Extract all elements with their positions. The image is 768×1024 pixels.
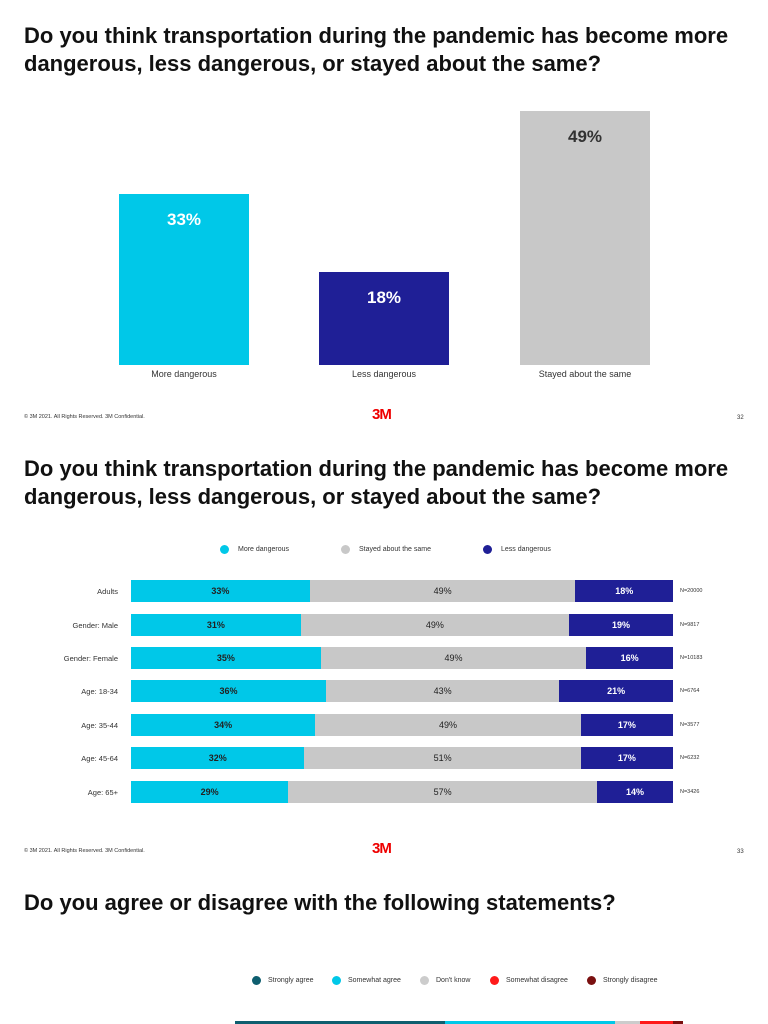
- bar-more-dangerous: 33%: [119, 194, 249, 365]
- bar-segment-less-dangerous: 21%: [559, 680, 673, 702]
- legend-item: Somewhat disagree: [490, 976, 568, 985]
- bar-less-dangerous: 18%: [319, 271, 449, 365]
- legend-less-dangerous: Less dangerous: [483, 545, 551, 554]
- legend-label: Strongly disagree: [603, 977, 658, 984]
- bar-segment-stayed-about-the-same: 51%: [304, 747, 581, 769]
- bar-segment-less-dangerous: 19%: [568, 614, 673, 636]
- legend-dot: [587, 976, 596, 985]
- row-label: Age: 45-64: [81, 754, 118, 763]
- row-label: Age: 35-44: [81, 721, 118, 730]
- bar-segment-stayed-about-the-same: 49%: [300, 614, 569, 636]
- legend-more-dangerous: More dangerous: [220, 545, 289, 554]
- legend-dot: [483, 545, 492, 554]
- bar-segment-more-dangerous: 35%: [131, 647, 321, 669]
- bar-segment-more-dangerous: 33%: [131, 580, 310, 602]
- segment-strongly-disagree: [673, 1021, 683, 1024]
- category-label: More dangerous: [151, 369, 217, 379]
- category-label: Stayed about the same: [538, 369, 632, 379]
- page-number: 33: [737, 849, 744, 855]
- bar-segment-stayed-about-the-same: 49%: [309, 580, 576, 602]
- data-label: 33%: [166, 210, 202, 230]
- bar-segment-stayed-about-the-same: 43%: [326, 680, 560, 702]
- row-label: Gender: Male: [72, 621, 118, 630]
- 3m-logo: 3M: [372, 840, 392, 857]
- row-label: Gender: Female: [63, 654, 118, 663]
- bar-segment-less-dangerous: 17%: [580, 747, 673, 769]
- legend-label: Less dangerous: [501, 546, 551, 553]
- legend-label: Don't know: [436, 977, 471, 984]
- footer-copyright: © 3M 2021. All Rights Reserved. 3M Confi…: [24, 414, 145, 420]
- bar-segment-less-dangerous: 14%: [597, 781, 673, 803]
- legend-item: Somewhat agree: [332, 976, 401, 985]
- legend-dot: [420, 976, 429, 985]
- footer-copyright: © 3M 2021. All Rights Reserved. 3M Confi…: [24, 848, 145, 854]
- legend-dot: [252, 976, 261, 985]
- legend-stayed-same: Stayed about the same: [341, 545, 431, 554]
- legend-item: Strongly disagree: [587, 976, 657, 985]
- legend-dot: [341, 545, 350, 554]
- legend-label: Somewhat agree: [348, 977, 401, 984]
- sample-size-label: N=6764: [680, 688, 700, 694]
- segment-strongly-agree: [235, 1021, 445, 1024]
- bar-segment-more-dangerous: 31%: [131, 614, 301, 636]
- segment-somewhat-disagree: [640, 1021, 673, 1024]
- row-label: Age: 65+: [87, 788, 118, 797]
- bar-segment-less-dangerous: 16%: [586, 647, 673, 669]
- page-number: 32: [737, 415, 744, 421]
- slide1-title: Do you think transportation during the p…: [24, 23, 729, 76]
- sample-size-label: N=3426: [680, 789, 700, 795]
- sample-size-label: N=6232: [680, 755, 700, 761]
- bar-stayed-about-the-same: 49%: [520, 111, 650, 365]
- bar-segment-more-dangerous: 32%: [131, 747, 305, 769]
- data-label: 18%: [366, 287, 402, 307]
- agree-bar-strip: [235, 1021, 683, 1024]
- bar-segment-less-dangerous: 18%: [575, 580, 673, 602]
- sample-size-label: N=3577: [680, 722, 700, 728]
- row-label: Adults: [97, 587, 118, 596]
- bar-segment-less-dangerous: 17%: [580, 714, 673, 736]
- bar-segment-more-dangerous: 29%: [131, 781, 289, 803]
- data-label: 49%: [567, 127, 603, 147]
- 3m-logo: 3M: [372, 406, 392, 423]
- legend-label: More dangerous: [238, 546, 289, 553]
- legend-dot: [220, 545, 229, 554]
- bar-segment-stayed-about-the-same: 49%: [315, 714, 581, 736]
- sample-size-label: N=9817: [680, 622, 700, 628]
- legend-label: Somewhat disagree: [506, 977, 568, 984]
- row-label: Age: 18-34: [81, 687, 118, 696]
- slide3-title: Do you agree or disagree with the follow…: [24, 890, 616, 915]
- legend-label: Strongly agree: [268, 977, 314, 984]
- category-label: Less dangerous: [351, 369, 417, 379]
- segment-dont-know: [615, 1021, 640, 1024]
- legend-label: Stayed about the same: [359, 546, 431, 553]
- sample-size-label: N=20000: [680, 588, 703, 594]
- legend-item: Don't know: [420, 976, 470, 985]
- legend-dot: [332, 976, 341, 985]
- legend-item: Strongly agree: [252, 976, 314, 985]
- legend-dot: [490, 976, 499, 985]
- sample-size-label: N=10183: [680, 655, 703, 661]
- bar-segment-stayed-about-the-same: 49%: [320, 647, 587, 669]
- bar-segment-more-dangerous: 34%: [131, 714, 316, 736]
- bar-segment-more-dangerous: 36%: [131, 680, 327, 702]
- slide2-title: Do you think transportation during the p…: [24, 456, 729, 509]
- segment-somewhat-agree: [445, 1021, 615, 1024]
- bar-segment-stayed-about-the-same: 57%: [288, 781, 598, 803]
